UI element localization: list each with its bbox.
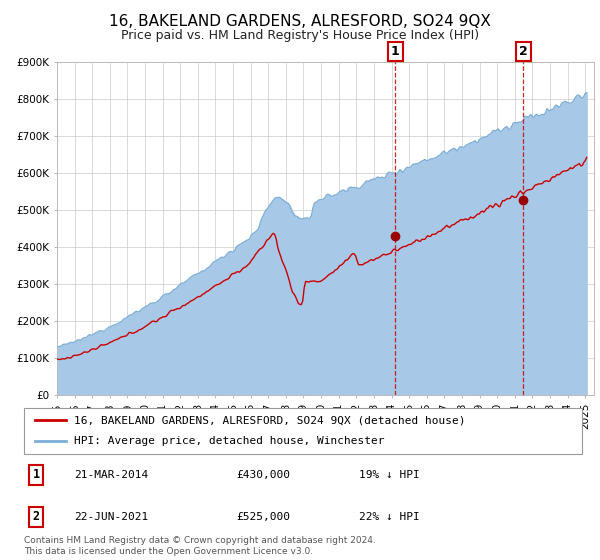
Text: 16, BAKELAND GARDENS, ALRESFORD, SO24 9QX (detached house): 16, BAKELAND GARDENS, ALRESFORD, SO24 9Q…: [74, 415, 466, 425]
Text: 21-MAR-2014: 21-MAR-2014: [74, 470, 148, 480]
Text: Price paid vs. HM Land Registry's House Price Index (HPI): Price paid vs. HM Land Registry's House …: [121, 29, 479, 42]
Text: Contains HM Land Registry data © Crown copyright and database right 2024.
This d: Contains HM Land Registry data © Crown c…: [24, 536, 376, 556]
Text: 1: 1: [33, 468, 40, 482]
Text: £430,000: £430,000: [236, 470, 290, 480]
Text: 1: 1: [391, 45, 400, 58]
Text: 19% ↓ HPI: 19% ↓ HPI: [359, 470, 419, 480]
FancyBboxPatch shape: [24, 408, 582, 454]
Text: 16, BAKELAND GARDENS, ALRESFORD, SO24 9QX: 16, BAKELAND GARDENS, ALRESFORD, SO24 9Q…: [109, 14, 491, 29]
Text: £525,000: £525,000: [236, 512, 290, 522]
Text: 22% ↓ HPI: 22% ↓ HPI: [359, 512, 419, 522]
Text: 22-JUN-2021: 22-JUN-2021: [74, 512, 148, 522]
Text: 2: 2: [33, 510, 40, 524]
Text: HPI: Average price, detached house, Winchester: HPI: Average price, detached house, Winc…: [74, 436, 385, 446]
Text: 2: 2: [518, 45, 527, 58]
